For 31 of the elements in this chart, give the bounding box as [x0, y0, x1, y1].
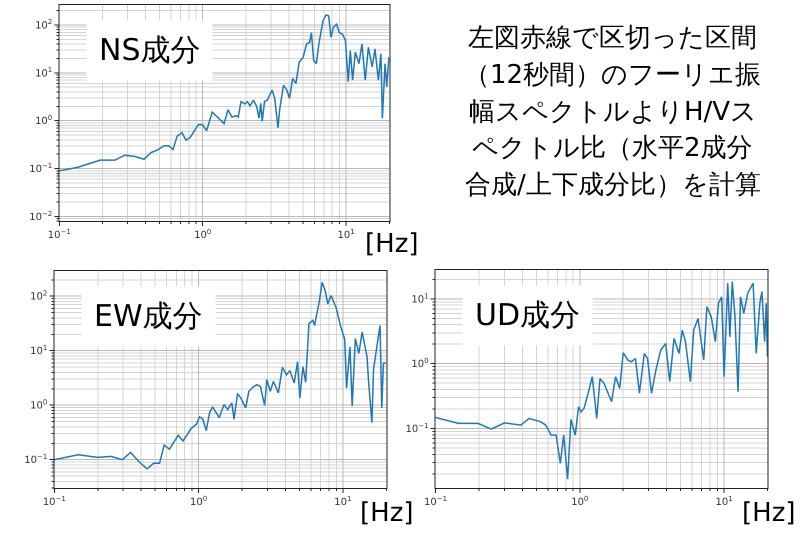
y-tick-label: 10$^{1}$	[35, 66, 52, 80]
x-tick-label: 10$^{0}$	[190, 494, 208, 508]
text: UD成分	[475, 298, 580, 333]
text: ペクトル比（水平2成分	[472, 133, 753, 163]
y-tick-label: 10$^{0}$	[35, 114, 52, 128]
y-tick-label: 10$^{−1}$	[405, 422, 429, 436]
text: NS成分	[99, 33, 200, 68]
text: 幅スペクトルよりH/Vス	[469, 97, 758, 127]
y-tick-label: 10$^{−1}$	[24, 452, 48, 466]
x-axis-title: [Hz]	[365, 229, 418, 259]
x-tick-label: 10$^{0}$	[194, 228, 212, 242]
x-tick-label: 10$^{−1}$	[424, 494, 448, 508]
x-tick-label: 10$^{1}$	[337, 228, 355, 242]
y-tick-label: 10$^{−2}$	[29, 210, 52, 224]
text: EW成分	[94, 299, 203, 334]
x-tick-label: 10$^{1}$	[334, 494, 352, 508]
text: （12秒間）のフーリエ振	[464, 60, 762, 90]
y-tick-label: 10$^{2}$	[30, 289, 48, 303]
x-tick-label: 10$^{−1}$	[48, 228, 71, 242]
y-tick-label: 10$^{−1}$	[29, 162, 52, 176]
x-tick-label: 10$^{0}$	[571, 494, 588, 508]
text: 左図赤線で区切った区間	[468, 23, 757, 53]
text: 合成/上下成分比）を計算	[465, 170, 761, 200]
x-axis-title: [Hz]	[360, 498, 414, 528]
y-tick-label: 10$^{0}$	[30, 398, 48, 412]
x-tick-label: 10$^{1}$	[715, 494, 733, 508]
y-tick-label: 10$^{2}$	[35, 18, 52, 32]
x-axis-title: [Hz]	[742, 498, 796, 528]
y-tick-label: 10$^{0}$	[411, 357, 429, 370]
y-tick-label: 10$^{1}$	[30, 344, 48, 358]
y-tick-label: 10$^{1}$	[411, 292, 429, 306]
